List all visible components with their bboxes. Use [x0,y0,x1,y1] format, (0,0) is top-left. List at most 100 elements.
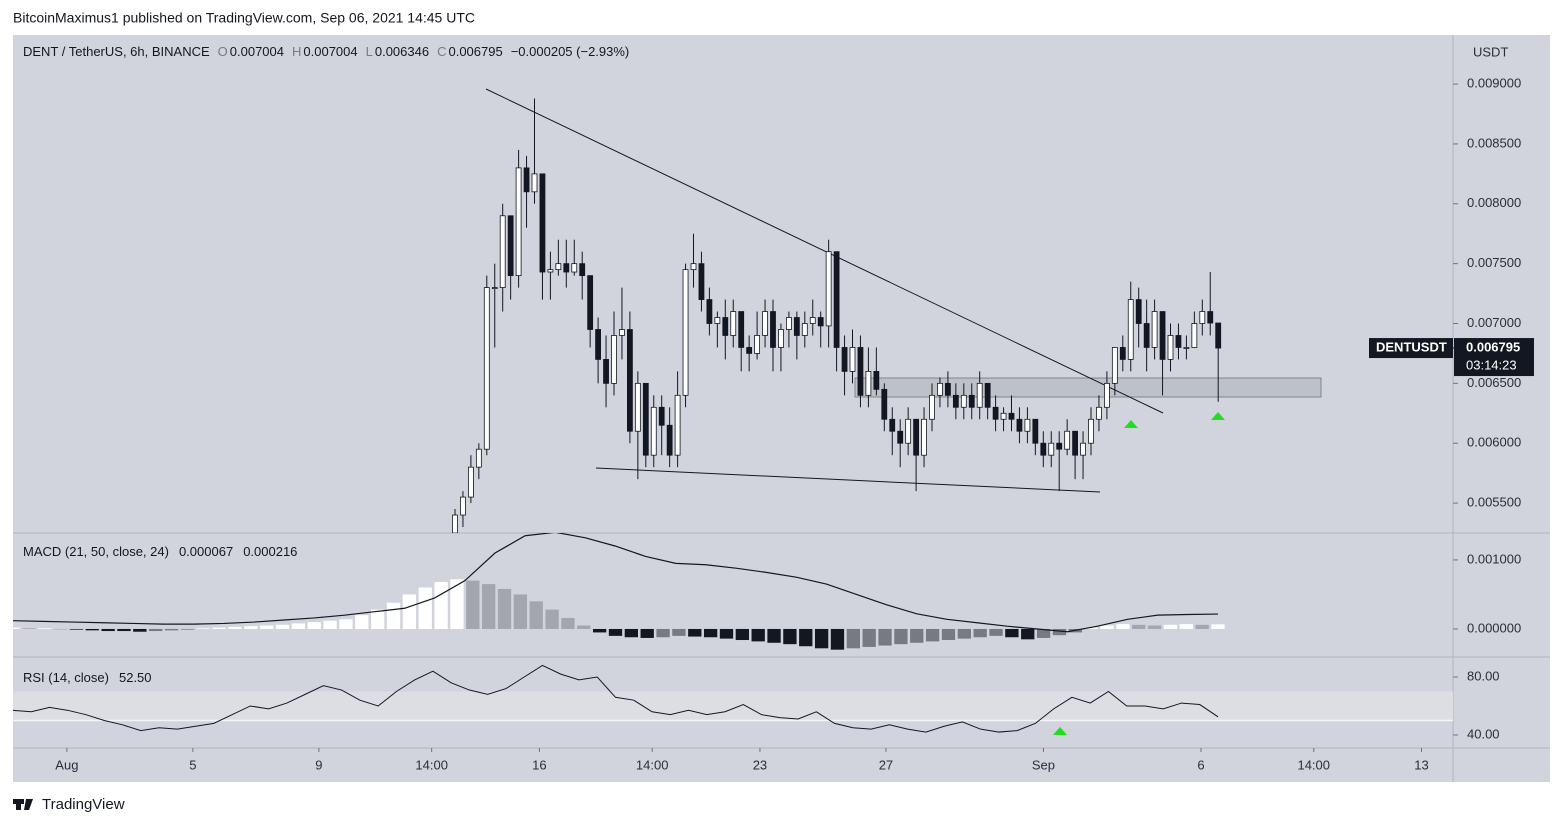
macd-histogram-bar [497,588,512,629]
macd-histogram-bar [244,626,258,629]
macd-title: MACD (21, 50, close, 24) [23,544,169,559]
macd-histogram-bar [402,594,417,629]
candle-body [722,317,729,336]
candle-body [1040,442,1047,456]
macd-legend: MACD (21, 50, close, 24) 0.000067 0.000216 [23,544,297,559]
macd-histogram-bar [149,628,163,632]
up-arrow [1053,727,1067,735]
candle-body [650,406,657,456]
ohlc-value: 0.007004 [230,44,284,59]
macd-histogram-bar [878,628,892,646]
macd-histogram-bar [862,628,876,647]
macd-histogram-bar [1084,627,1098,629]
macd-histogram-bar [973,628,987,638]
macd-histogram-bar [85,628,99,631]
macd-histogram-bar [1052,628,1067,636]
macd-histogram-bar [466,580,480,629]
candle-body [960,394,967,408]
chart-background [13,35,1550,782]
rsi-line [13,664,1219,733]
candle-body [1119,347,1126,360]
candle-body [786,317,792,330]
candle-body [467,466,474,498]
macd-histogram-bar [291,623,306,629]
macd-histogram-bar [561,617,575,629]
macd-histogram-bar [355,615,369,629]
candle-body [1183,347,1190,349]
candle-body [746,347,753,354]
y-tick-label: 80.00 [1467,668,1500,683]
candle-body [1175,335,1182,348]
macd-histogram-bar [22,628,36,629]
candle-body [865,370,872,396]
candle-body [523,167,530,193]
candle-body [809,317,816,324]
candle-body [1008,412,1015,420]
macd-histogram-bar [117,628,131,632]
macd-histogram-bar [1179,624,1193,629]
candle-body [619,329,625,336]
macd-histogram-bar [640,628,654,638]
macd-histogram-bar [703,628,718,638]
macd-histogram-bar [418,587,432,629]
x-tick-label: 14:00 [1297,757,1330,772]
price-badge-value: 0.006795 [1466,339,1520,354]
candle-body [1016,418,1023,432]
x-tick-label: 16 [532,757,546,772]
candle-body [945,382,951,396]
macd-histogram-bar [228,626,242,629]
y-tick-label: 0.006000 [1467,435,1521,450]
macd-histogram-bar [1116,624,1130,629]
candle-body [563,263,570,273]
macd-histogram-bar [719,628,734,639]
footer-logo [13,799,33,810]
macd-histogram-bar [1036,628,1051,638]
rsi-legend-value: 52.50 [119,670,152,685]
candle-body [571,263,578,273]
macd-histogram-bar [735,628,750,641]
candle-body [539,173,546,273]
macd-histogram-bar [1163,624,1178,629]
candle-body [531,173,538,193]
macd-histogram-bar [1132,624,1146,629]
candle-body [1080,442,1086,456]
macd-histogram-bar [196,628,210,629]
candle-body [1000,412,1007,420]
x-tick-label: 5 [189,757,196,772]
y-tick-label: 0.007000 [1467,315,1521,330]
candle-body [825,251,832,327]
macd-histogram-bar [608,628,623,636]
y-tick-label: 40.00 [1467,726,1500,741]
macd-histogram-bar [783,628,797,645]
y-tick-label: 0.006500 [1467,375,1521,390]
candle-body [499,215,506,288]
candle-body [515,167,522,277]
macd-histogram-bar [624,628,639,638]
candle-body [555,263,562,271]
price-legend: DENT / TetherUS, 6h, BINANCE O 0.007004 H 0.… [23,44,629,59]
candle-body [579,263,586,277]
candle-body [817,317,824,327]
macd-histogram-bar [1195,624,1209,629]
up-arrow [1211,412,1225,420]
candle-body [913,418,919,456]
candle-body [976,382,983,408]
candle-body [841,347,848,372]
candle-body [1127,299,1134,360]
macd-histogram-bar [450,579,464,629]
macd-histogram-bar [1147,625,1162,629]
candle-body [952,394,959,408]
candle-body [658,406,665,426]
candle-body [778,329,784,348]
ohlc-key: C [437,44,446,59]
rsi-legend: RSI (14, close) 52.50 [23,670,152,685]
candle-body [992,406,999,420]
candle-body [738,311,745,348]
candle-body [801,323,808,336]
macd-histogram-bar [957,628,971,639]
publisher: BitcoinMaximus1 published on TradingView… [13,10,475,26]
ohlc-value: 0.006346 [375,44,429,59]
x-tick-label: Aug [55,757,78,772]
candle-body [595,329,601,360]
candle-body [634,382,641,432]
